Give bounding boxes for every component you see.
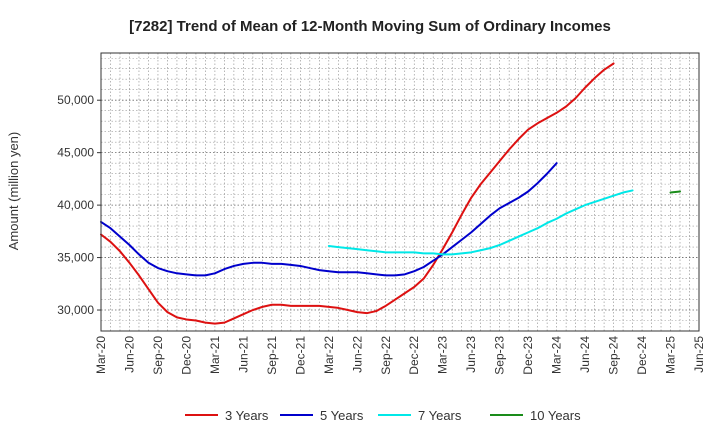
x-tick-label: Jun-25 bbox=[692, 336, 706, 373]
legend-label: 7 Years bbox=[418, 408, 462, 423]
series-lines bbox=[100, 62, 682, 325]
series-line-5-years bbox=[100, 162, 558, 277]
x-tick-label: Jun-22 bbox=[350, 336, 364, 373]
x-tick-label: Sep-22 bbox=[379, 336, 393, 375]
series-line-10-years bbox=[669, 190, 682, 194]
y-tick-label: 35,000 bbox=[57, 251, 94, 265]
x-tick-label: Mar-25 bbox=[664, 336, 678, 374]
x-tick-label: Sep-20 bbox=[151, 336, 165, 375]
x-tick-label: Dec-24 bbox=[635, 336, 649, 375]
y-tick-label: 40,000 bbox=[57, 198, 94, 212]
x-tick-label: Jun-24 bbox=[578, 336, 592, 373]
x-tick-label: Sep-23 bbox=[493, 336, 507, 375]
legend-label: 5 Years bbox=[320, 408, 364, 423]
y-tick-label: 50,000 bbox=[57, 93, 94, 107]
x-tick-labels: Mar-20 Jun-20 Sep-20 Dec-20 Mar-21 Jun-21 Sep-… bbox=[94, 336, 706, 375]
plot-area-frame bbox=[100, 52, 700, 332]
x-tick-label: Mar-22 bbox=[322, 336, 336, 374]
x-tick-label: Jun-20 bbox=[122, 336, 136, 373]
series-line-7-years bbox=[327, 189, 634, 256]
x-tick-label: Jun-21 bbox=[236, 336, 250, 373]
x-tick-label: Mar-20 bbox=[94, 336, 108, 374]
x-tick-label: Mar-23 bbox=[436, 336, 450, 374]
legend-label: 3 Years bbox=[225, 408, 269, 423]
y-tick-label: 45,000 bbox=[57, 146, 94, 160]
series-line-3-years bbox=[100, 62, 615, 325]
x-tick-label: Sep-24 bbox=[607, 336, 621, 375]
x-tick-label: Mar-21 bbox=[208, 336, 222, 374]
x-tick-label: Dec-23 bbox=[521, 336, 535, 375]
x-tick-label: Dec-21 bbox=[293, 336, 307, 375]
y-tick-label: 30,000 bbox=[57, 303, 94, 317]
x-tick-label: Sep-21 bbox=[265, 336, 279, 375]
y-tick-labels: 30,000 35,000 40,000 45,000 50,000 bbox=[57, 93, 101, 317]
x-tick-label: Jun-23 bbox=[464, 336, 478, 373]
x-tick-label: Dec-22 bbox=[407, 336, 421, 375]
x-tick-label: Dec-20 bbox=[179, 336, 193, 375]
x-tick-label: Mar-24 bbox=[550, 336, 564, 374]
chart-title: [7282] Trend of Mean of 12-Month Moving … bbox=[129, 18, 611, 35]
legend-label: 10 Years bbox=[530, 408, 581, 423]
legend: 3 Years 5 Years 7 Years 10 Years bbox=[185, 408, 581, 423]
y-axis-label: Amount (million yen) bbox=[6, 132, 21, 251]
grid-lines bbox=[101, 53, 699, 331]
